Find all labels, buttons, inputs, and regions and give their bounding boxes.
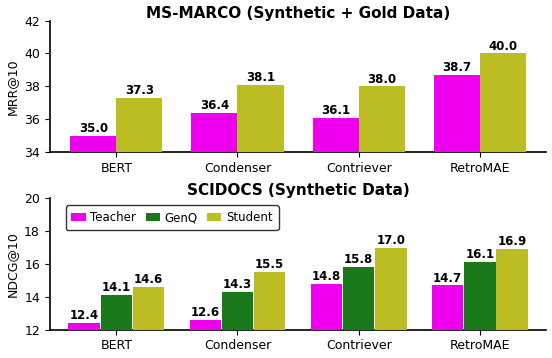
Text: 16.1: 16.1 [465, 248, 495, 261]
Bar [192, 113, 237, 358]
Bar [375, 247, 406, 358]
Bar [343, 267, 374, 358]
Text: 15.5: 15.5 [255, 258, 284, 271]
Text: 14.8: 14.8 [312, 270, 341, 283]
Legend: Teacher, GenQ, Student: Teacher, GenQ, Student [66, 205, 279, 230]
Bar [254, 272, 285, 358]
Y-axis label: MRR@10: MRR@10 [6, 58, 19, 115]
Text: 12.6: 12.6 [191, 306, 220, 319]
Bar [359, 86, 405, 358]
Bar [434, 75, 480, 358]
Text: 38.0: 38.0 [367, 73, 396, 86]
Bar [312, 117, 359, 358]
Title: SCIDOCS (Synthetic Data): SCIDOCS (Synthetic Data) [187, 183, 410, 198]
Bar [132, 287, 164, 358]
Bar [100, 295, 132, 358]
Text: 14.3: 14.3 [223, 278, 252, 291]
Bar [237, 85, 284, 358]
Bar [190, 320, 221, 358]
Y-axis label: NDCG@10: NDCG@10 [6, 231, 19, 297]
Text: 38.1: 38.1 [246, 71, 275, 84]
Text: 40.0: 40.0 [489, 40, 517, 53]
Bar [432, 285, 464, 358]
Bar [480, 53, 526, 358]
Text: 37.3: 37.3 [125, 84, 154, 97]
Bar [496, 249, 528, 358]
Text: 16.9: 16.9 [497, 235, 527, 248]
Text: 38.7: 38.7 [442, 61, 471, 74]
Bar [311, 284, 342, 358]
Text: 15.8: 15.8 [344, 253, 373, 266]
Text: 12.4: 12.4 [70, 309, 99, 322]
Title: MS-MARCO (Synthetic + Gold Data): MS-MARCO (Synthetic + Gold Data) [146, 6, 450, 20]
Bar [70, 136, 116, 358]
Text: 14.6: 14.6 [134, 273, 163, 286]
Text: 36.4: 36.4 [200, 99, 229, 112]
Text: 14.7: 14.7 [433, 271, 462, 285]
Text: 14.1: 14.1 [102, 281, 131, 294]
Bar [464, 262, 496, 358]
Text: 36.1: 36.1 [321, 104, 350, 117]
Bar [68, 323, 100, 358]
Text: 17.0: 17.0 [376, 234, 405, 247]
Bar [222, 292, 253, 358]
Bar [116, 98, 162, 358]
Text: 35.0: 35.0 [79, 122, 108, 135]
